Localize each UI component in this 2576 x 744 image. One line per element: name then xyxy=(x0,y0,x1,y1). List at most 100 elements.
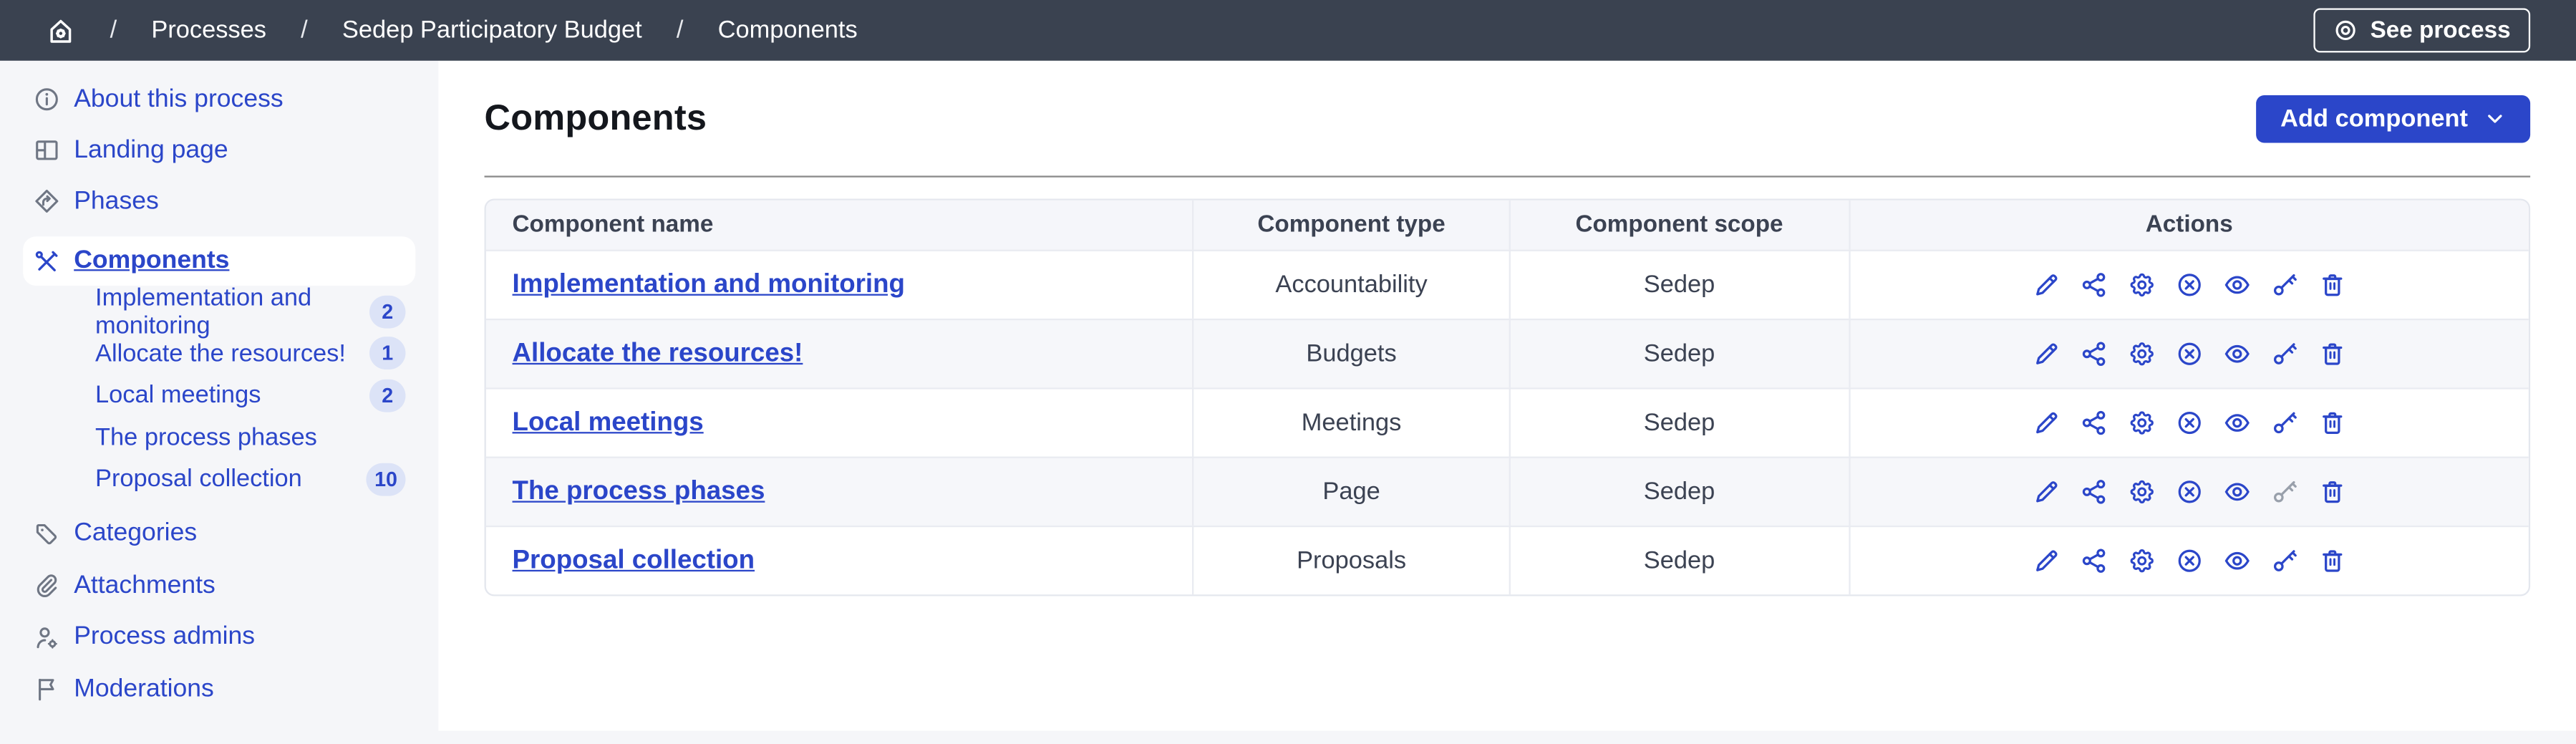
layout: About this process Landing page Phases C… xyxy=(0,60,2576,731)
delete-trash-icon[interactable] xyxy=(2318,547,2346,575)
component-scope-cell: Sedep xyxy=(1509,387,1849,457)
count-badge: 2 xyxy=(369,295,406,329)
sidebar-item-attachments[interactable]: Attachments xyxy=(0,560,438,612)
components-subnav: Implementation and monitoring 2 Allocate… xyxy=(0,284,438,500)
divider xyxy=(484,175,2531,178)
table-header-row: Component name Component type Component … xyxy=(485,200,2529,250)
component-type-cell: Page xyxy=(1192,456,1509,526)
component-scope-cell: Sedep xyxy=(1509,525,1849,595)
topbar: / Processes / Sedep Participatory Budget… xyxy=(0,0,2576,61)
info-circle-icon xyxy=(33,85,61,113)
eye-circle-icon xyxy=(2333,18,2357,42)
add-component-button[interactable]: Add component xyxy=(2255,94,2531,142)
preview-eye-icon[interactable] xyxy=(2223,547,2251,575)
sidebar-subitem-process-phases[interactable]: The process phases xyxy=(95,423,317,452)
share-icon[interactable] xyxy=(2080,409,2108,437)
component-scope-cell: Sedep xyxy=(1509,249,1849,319)
sidebar-item-about[interactable]: About this process xyxy=(0,74,438,125)
edit-pencil-icon[interactable] xyxy=(2033,409,2061,437)
edit-pencil-icon[interactable] xyxy=(2033,340,2061,368)
preview-eye-icon[interactable] xyxy=(2223,409,2251,437)
permissions-key-icon[interactable] xyxy=(2270,547,2298,575)
component-name-link[interactable]: The process phases xyxy=(512,477,765,506)
component-type-cell: Accountability xyxy=(1192,249,1509,319)
breadcrumb-separator: / xyxy=(676,16,684,44)
col-actions: Actions xyxy=(1848,200,2529,250)
share-icon[interactable] xyxy=(2080,478,2108,506)
component-name-link[interactable]: Proposal collection xyxy=(512,546,755,574)
component-name-link[interactable]: Implementation and monitoring xyxy=(512,270,905,299)
row-actions xyxy=(1850,409,2529,437)
breadcrumb: / Processes / Sedep Participatory Budget… xyxy=(46,16,858,45)
configure-gear-icon[interactable] xyxy=(2128,478,2156,506)
diamond-arrow-icon xyxy=(33,187,61,215)
preview-eye-icon[interactable] xyxy=(2223,340,2251,368)
page-title: Components xyxy=(484,97,707,138)
sidebar-subitem-local-meetings[interactable]: Local meetings 2 xyxy=(0,375,438,416)
see-process-button[interactable]: See process xyxy=(2313,8,2531,53)
home-icon[interactable] xyxy=(46,16,75,45)
share-icon[interactable] xyxy=(2080,271,2108,299)
unpublish-circle-x-icon[interactable] xyxy=(2175,409,2203,437)
configure-gear-icon[interactable] xyxy=(2128,271,2156,299)
component-scope-cell: Sedep xyxy=(1509,318,1849,388)
sidebar-subitem-implementation[interactable]: Implementation and monitoring 2 xyxy=(0,284,438,339)
configure-gear-icon[interactable] xyxy=(2128,547,2156,575)
preview-eye-icon[interactable] xyxy=(2223,478,2251,506)
count-badge: 10 xyxy=(366,463,406,496)
edit-pencil-icon[interactable] xyxy=(2033,547,2061,575)
breadcrumb-separator: / xyxy=(301,16,308,44)
permissions-key-icon[interactable] xyxy=(2270,271,2298,299)
row-actions xyxy=(1850,340,2529,368)
sidebar-subitem-proposal-collection[interactable]: Proposal collection 10 xyxy=(0,458,438,500)
component-name-link[interactable]: Local meetings xyxy=(512,407,704,436)
paperclip-icon xyxy=(33,572,61,600)
unpublish-circle-x-icon[interactable] xyxy=(2175,340,2203,368)
sidebar-item-categories[interactable]: Categories xyxy=(0,508,438,560)
col-component-scope: Component scope xyxy=(1509,200,1849,250)
sidebar-item-landing-page[interactable]: Landing page xyxy=(0,125,438,175)
user-gear-icon xyxy=(33,624,61,652)
permissions-key-icon[interactable] xyxy=(2270,340,2298,368)
tag-icon xyxy=(33,520,61,548)
unpublish-circle-x-icon[interactable] xyxy=(2175,271,2203,299)
edit-pencil-icon[interactable] xyxy=(2033,478,2061,506)
configure-gear-icon[interactable] xyxy=(2128,340,2156,368)
sidebar-subitem-allocate[interactable]: Allocate the resources! 1 xyxy=(0,332,438,374)
delete-trash-icon[interactable] xyxy=(2318,340,2346,368)
chevron-down-icon xyxy=(2484,107,2506,129)
unpublish-circle-x-icon[interactable] xyxy=(2175,547,2203,575)
share-icon[interactable] xyxy=(2080,547,2108,575)
tools-icon xyxy=(33,247,61,275)
breadcrumb-separator: / xyxy=(110,16,117,44)
breadcrumb-process-name[interactable]: Sedep Participatory Budget xyxy=(342,16,642,44)
sidebar-item-phases[interactable]: Phases xyxy=(0,175,438,226)
count-badge: 2 xyxy=(369,379,406,412)
configure-gear-icon[interactable] xyxy=(2128,409,2156,437)
sidebar-item-process-admins[interactable]: Process admins xyxy=(0,612,438,663)
share-icon[interactable] xyxy=(2080,340,2108,368)
table-row: Implementation and monitoring Accountabi… xyxy=(485,249,2529,319)
row-actions xyxy=(1850,547,2529,575)
delete-trash-icon[interactable] xyxy=(2318,478,2346,506)
breadcrumb-components[interactable]: Components xyxy=(717,16,858,44)
sidebar-item-components[interactable]: Components xyxy=(23,236,416,286)
permissions-key-icon[interactable] xyxy=(2270,409,2298,437)
row-actions xyxy=(1850,271,2529,299)
preview-eye-icon[interactable] xyxy=(2223,271,2251,299)
component-name-link[interactable]: Allocate the resources! xyxy=(512,339,803,367)
components-table: Component name Component type Component … xyxy=(484,198,2531,596)
table-row: The process phases Page Sedep xyxy=(485,456,2529,526)
delete-trash-icon[interactable] xyxy=(2318,409,2346,437)
table-row: Local meetings Meetings Sedep xyxy=(485,387,2529,457)
count-badge: 1 xyxy=(369,337,406,370)
component-type-cell: Proposals xyxy=(1192,525,1509,595)
layout-icon xyxy=(33,136,61,164)
sidebar-item-moderations[interactable]: Moderations xyxy=(0,664,438,715)
component-type-cell: Budgets xyxy=(1192,318,1509,388)
delete-trash-icon[interactable] xyxy=(2318,271,2346,299)
edit-pencil-icon[interactable] xyxy=(2033,271,2061,299)
breadcrumb-processes[interactable]: Processes xyxy=(151,16,266,44)
unpublish-circle-x-icon[interactable] xyxy=(2175,478,2203,506)
